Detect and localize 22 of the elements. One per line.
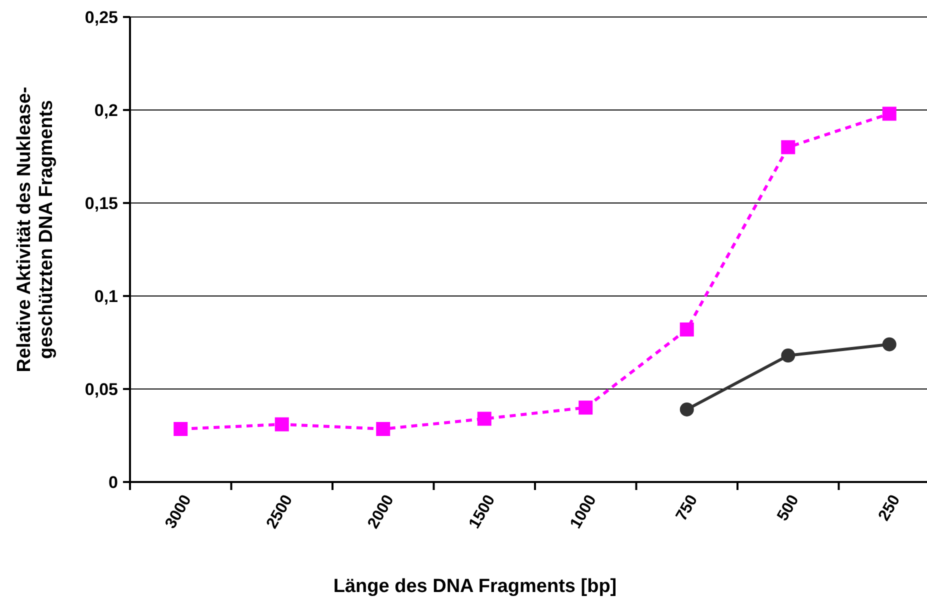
point xyxy=(477,412,492,426)
point xyxy=(174,422,188,436)
y-tick-label: 0,15 xyxy=(84,194,118,213)
point xyxy=(882,106,896,121)
x-tick-label: 250 xyxy=(876,492,904,524)
x-tick-label: 750 xyxy=(673,492,702,524)
point xyxy=(680,402,694,416)
x-axis-title: Länge des DNA Fragments [bp] xyxy=(333,576,617,597)
y-tick-label: 0,25 xyxy=(84,8,118,27)
point xyxy=(882,337,896,352)
y-tick-label: 0,2 xyxy=(94,100,118,120)
point xyxy=(781,348,796,363)
point xyxy=(781,140,796,154)
y-tick-label: 0,05 xyxy=(84,380,118,399)
point xyxy=(578,400,593,415)
point xyxy=(376,422,390,436)
point xyxy=(680,322,694,336)
y-tick-label: 0 xyxy=(108,472,118,492)
y-tick-label: 0,1 xyxy=(94,286,118,306)
x-tick-label: 500 xyxy=(774,492,802,524)
point xyxy=(274,417,289,432)
y-axis-title: Relative Aktivität des Nuklease-geschützten DNA Fragments xyxy=(14,86,57,372)
